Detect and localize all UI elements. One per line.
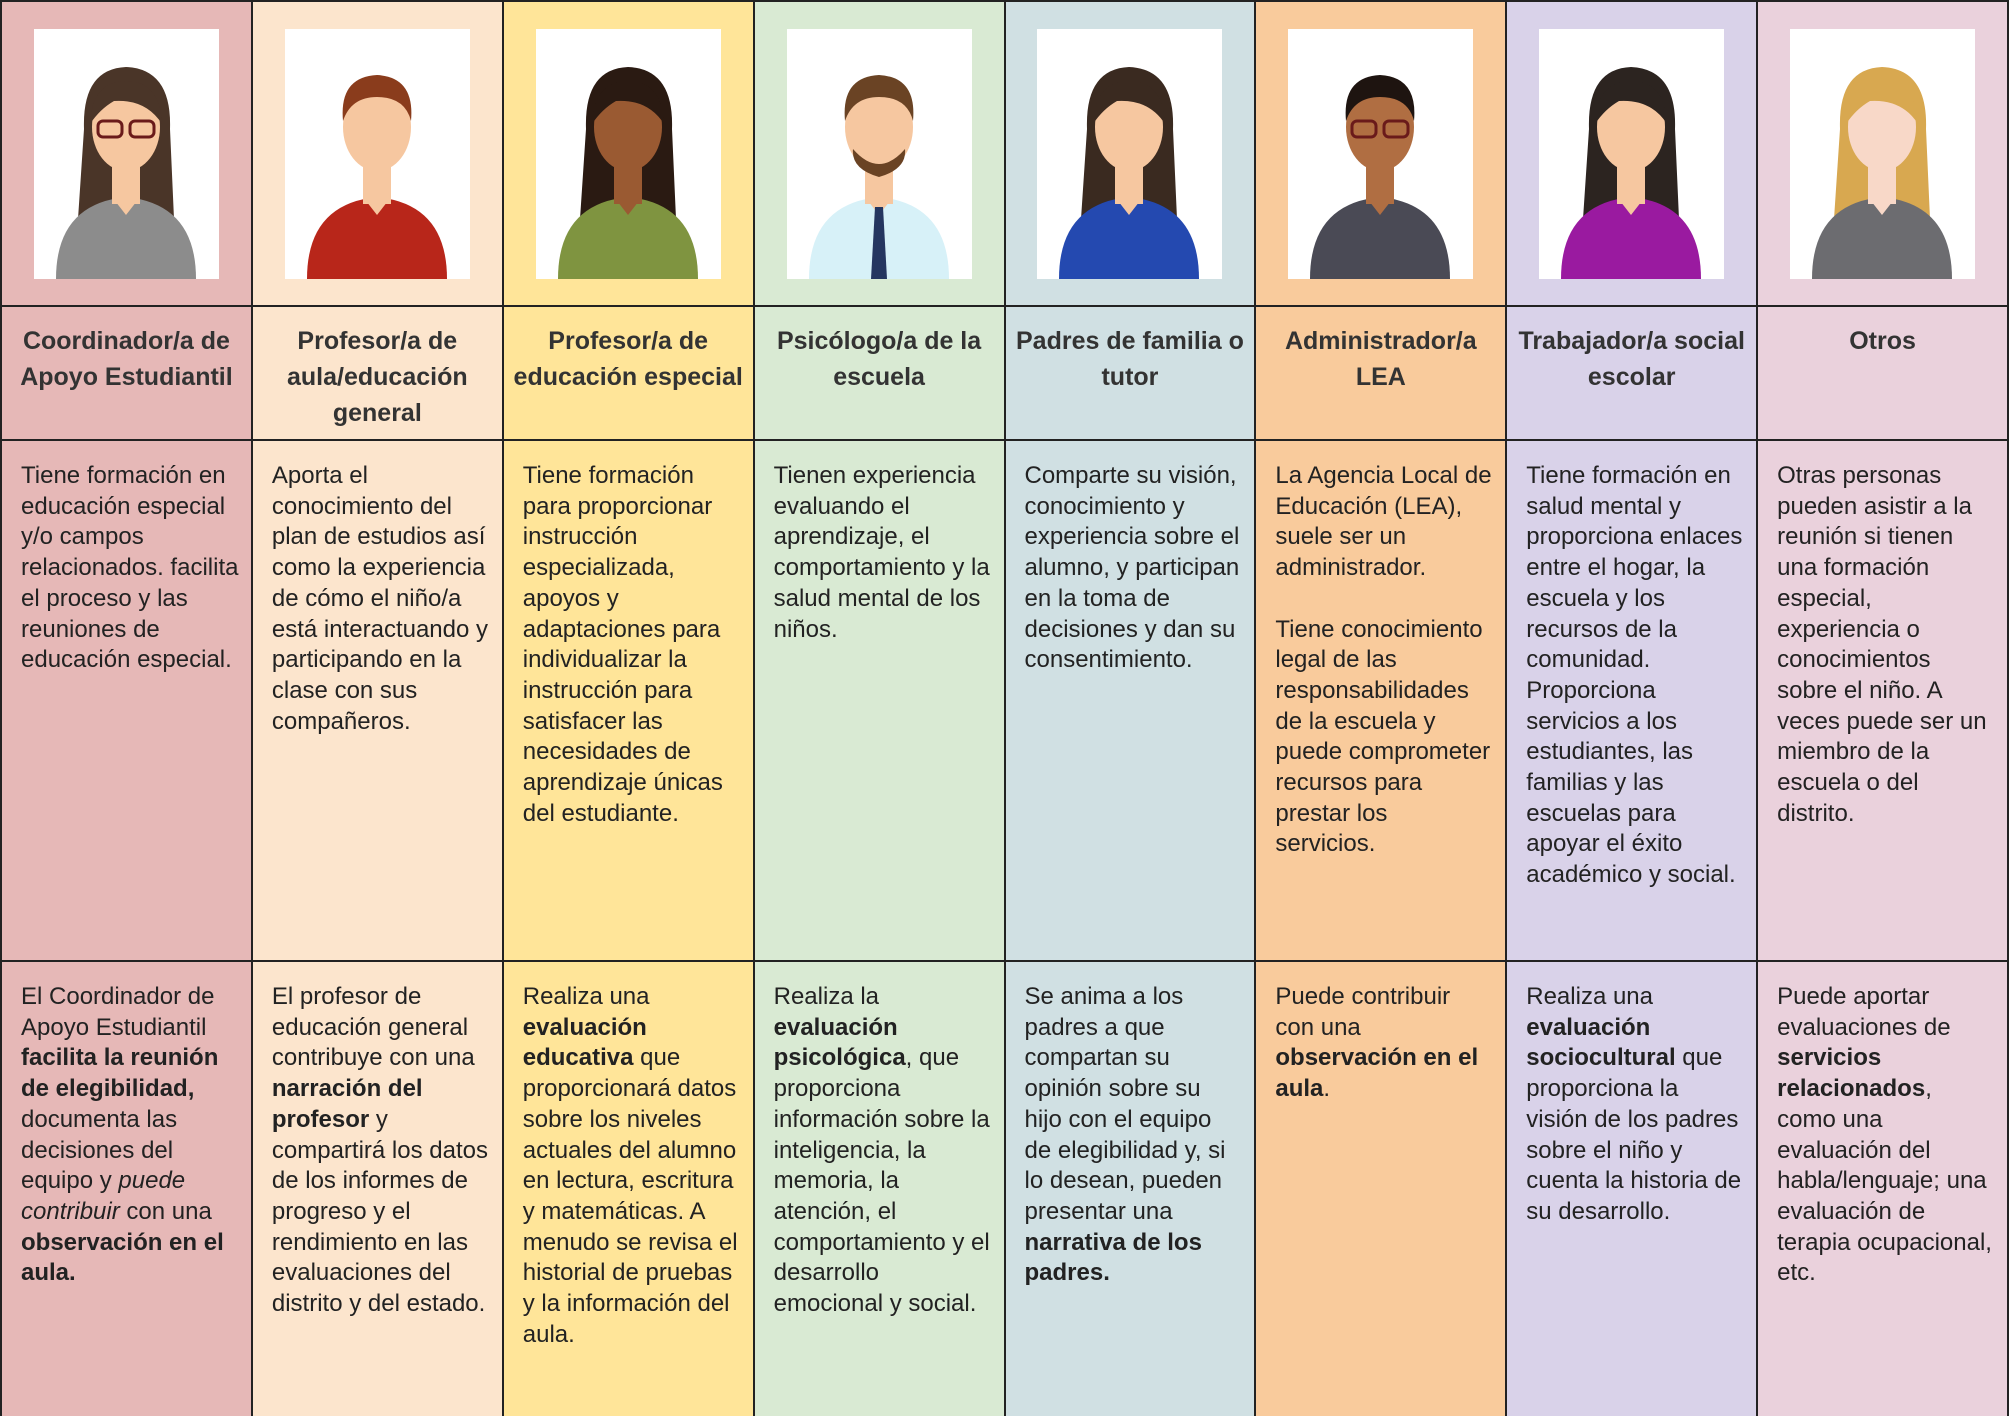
- contribution-text: Realiza la: [773, 983, 886, 1010]
- contribution-text: observación en el aula.: [21, 1228, 231, 1287]
- role-contribution: Puede aportar evaluaciones de servicios …: [1758, 962, 2009, 1416]
- contribution-text: con una: [119, 1197, 219, 1225]
- role-title: Otros: [1758, 307, 2009, 441]
- image-cell: [503, 2, 755, 307]
- image-cell: [2, 2, 253, 307]
- role-description: Tienen experiencia evaluando el aprendiz…: [754, 441, 1006, 962]
- contribution-text: evaluación educativa: [522, 1013, 654, 1072]
- role-contribution: El profesor de educación general contrib…: [252, 962, 504, 1416]
- role-contribution: Realiza la evaluación psicológica, que p…: [754, 962, 1006, 1416]
- contribution-text: evaluación psicológica: [773, 1013, 906, 1072]
- description-paragraph: Tiene formación en educación especial y/…: [21, 462, 239, 674]
- avatar: [284, 28, 470, 279]
- contribution-text: y compartirá los datos de los informes d…: [271, 1105, 495, 1318]
- image-cell: [252, 2, 504, 307]
- role-description: Aporta el conocimiento del plan de estud…: [252, 441, 504, 962]
- role-title: Trabajador/a social escolar: [1507, 307, 1759, 441]
- role-description: Tiene formación en educación especial y/…: [2, 441, 253, 962]
- contribution-text: facilita la reunión de elegibilidad,: [21, 1044, 226, 1103]
- avatar: [33, 28, 219, 279]
- image-cell: [1507, 2, 1759, 307]
- description-paragraph: La Agencia Local de Educación (LEA), sue…: [1275, 462, 1492, 582]
- role-title: Coordinador/a de Apoyo Estudiantil: [2, 307, 253, 441]
- contribution-text: Realiza una: [522, 983, 657, 1010]
- role-description: Tiene formación en salud mental y propor…: [1507, 441, 1759, 962]
- description-paragraph: Otras personas pueden asistir a la reuni…: [1777, 462, 1987, 827]
- contribution-text: Realiza una: [1526, 983, 1660, 1010]
- image-cell: [1758, 2, 2009, 307]
- contribution-text: documenta las decisiones del equipo y: [21, 1075, 202, 1195]
- description-paragraph: Tiene conocimiento legal de las responsa…: [1275, 615, 1491, 858]
- contribution-text: El Coordinador de Apoyo Estudiantil: [21, 983, 220, 1041]
- description-paragraph: Aporta el conocimiento del plan de estud…: [271, 462, 489, 735]
- contribution-text: que proporcionará datos sobre los nivele…: [522, 1044, 745, 1348]
- role-contribution: Realiza una evaluación sociocultural que…: [1507, 962, 1759, 1416]
- image-cell: [754, 2, 1006, 307]
- role-title: Administrador/a LEA: [1256, 307, 1508, 441]
- contribution-text: , que proporciona información sobre la i…: [773, 1044, 997, 1318]
- contribution-text: que proporciona la visión de los padres …: [1526, 1044, 1748, 1225]
- contribution-text: servicios relacionados: [1777, 1044, 1926, 1103]
- image-cell: [1256, 2, 1508, 307]
- role-description: La Agencia Local de Educación (LEA), sue…: [1256, 441, 1508, 962]
- avatar: [535, 28, 721, 279]
- avatar: [786, 28, 972, 279]
- role-description: Otras personas pueden asistir a la reuni…: [1758, 441, 2009, 962]
- contribution-text: narración del profesor: [271, 1075, 430, 1133]
- contribution-text: Puede aportar evaluaciones de: [1777, 983, 1958, 1041]
- role-title: Profesor/a de educación especial: [503, 307, 755, 441]
- avatar: [1539, 28, 1725, 279]
- description-paragraph: Tiene formación para proporcionar instru…: [522, 462, 723, 827]
- avatar: [1288, 28, 1474, 279]
- contribution-text: Puede contribuir con una: [1275, 983, 1457, 1041]
- description-paragraph: Tiene formación en salud mental y propor…: [1526, 462, 1743, 889]
- role-title: Profesor/a de aula/educación general: [252, 307, 504, 441]
- role-title: Psicólogo/a de la escuela: [754, 307, 1006, 441]
- contribution-text: narrativa de los padres.: [1024, 1228, 1209, 1287]
- description-paragraph: Tienen experiencia evaluando el aprendiz…: [773, 462, 990, 643]
- contribution-text: Se anima a los padres a que compartan su…: [1024, 983, 1233, 1225]
- avatar: [1790, 28, 1976, 279]
- role-contribution: El Coordinador de Apoyo Estudiantil faci…: [2, 962, 253, 1416]
- contribution-text: El profesor de educación general contrib…: [271, 983, 482, 1072]
- image-cell: [1005, 2, 1257, 307]
- contribution-text: puede contribuir: [21, 1167, 192, 1225]
- role-description: Tiene formación para proporcionar instru…: [503, 441, 755, 962]
- role-contribution: Realiza una evaluación educativa que pro…: [503, 962, 755, 1416]
- role-title: Padres de familia o tutor: [1005, 307, 1257, 441]
- contribution-text: observación en el aula: [1275, 1044, 1485, 1103]
- role-description: Comparte su visión, conocimiento y exper…: [1005, 441, 1257, 962]
- contribution-text: .: [1323, 1075, 1331, 1103]
- contribution-text: evaluación sociocultural: [1526, 1013, 1676, 1072]
- description-paragraph: Comparte su visión, conocimiento y exper…: [1024, 462, 1240, 674]
- role-contribution: Puede contribuir con una observación en …: [1256, 962, 1508, 1416]
- contribution-text: , como una evaluación del habla/lenguaje…: [1777, 1075, 1999, 1287]
- role-contribution: Se anima a los padres a que compartan su…: [1005, 962, 1257, 1416]
- avatar: [1037, 28, 1223, 279]
